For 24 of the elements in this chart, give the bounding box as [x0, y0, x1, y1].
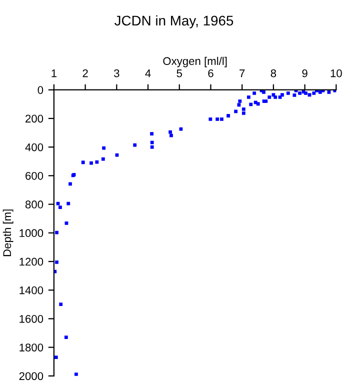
x-tick-label: 7: [240, 69, 245, 78]
x-tick-label: 1: [52, 69, 56, 78]
y-tick-label: 1200: [20, 258, 44, 266]
y-tick-label: 0: [38, 86, 44, 94]
y-tick-label: 1600: [20, 314, 44, 323]
y-tick-label: 2000: [19, 372, 44, 380]
x-tick-label: 3: [114, 69, 120, 78]
x-tick-label: 9: [302, 69, 308, 78]
x-tick-label: 5: [176, 69, 182, 78]
x-tick-label: 4: [145, 69, 151, 78]
y-tick-label: 400: [25, 143, 44, 152]
y-axis-title: Depth [m]: [2, 210, 14, 256]
x-tick-label: 6: [208, 69, 214, 78]
x-axis-title: Oxygen [ml/l]: [163, 56, 227, 68]
y-tick-label: 1800: [20, 344, 44, 352]
x-tick-label: 2: [82, 69, 88, 78]
x-tick-label: 10: [330, 69, 342, 78]
y-tick-label: 800: [25, 200, 44, 208]
y-tick-label: 1000: [20, 229, 44, 238]
y-tick-label: 600: [26, 172, 44, 180]
x-tick-label: 8: [270, 69, 276, 78]
chart-title: JCDN in May, 1965: [114, 15, 234, 28]
y-tick-label: 200: [26, 114, 44, 123]
y-tick-label: 1400: [20, 286, 44, 294]
